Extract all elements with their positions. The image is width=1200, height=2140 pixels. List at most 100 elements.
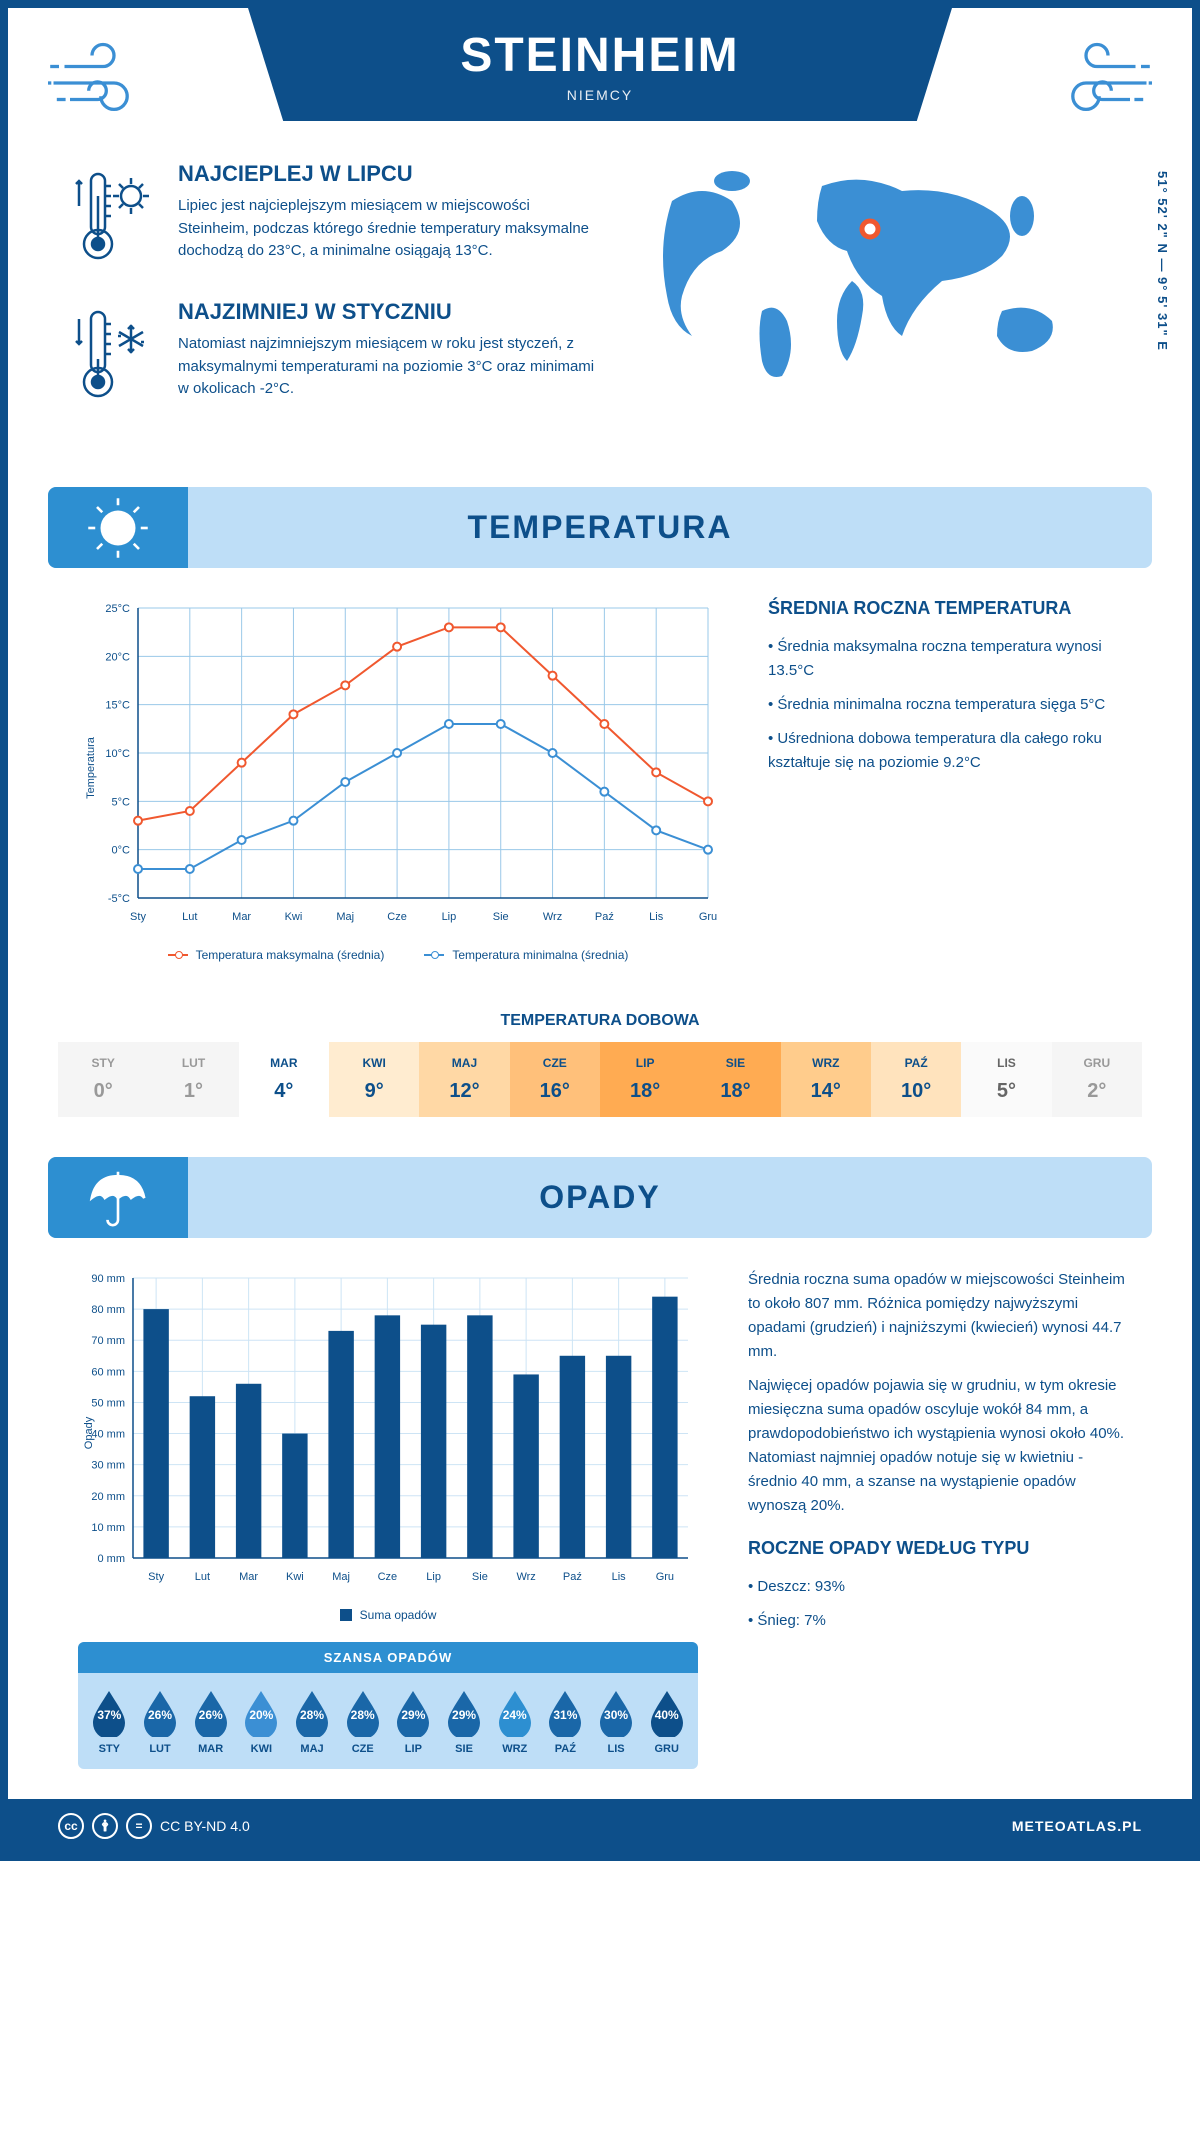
svg-text:Lut: Lut <box>195 1571 210 1583</box>
precip-chart-col: 0 mm10 mm20 mm30 mm40 mm50 mm60 mm70 mm8… <box>78 1268 698 1769</box>
svg-text:25°C: 25°C <box>105 603 130 615</box>
svg-text:50 mm: 50 mm <box>91 1397 125 1409</box>
precip-chance-row: 37%STY26%LUT26%MAR20%KWI28%MAJ28%CZE29%L… <box>78 1673 698 1755</box>
svg-text:Lip: Lip <box>442 911 457 923</box>
svg-text:5°C: 5°C <box>112 796 131 808</box>
svg-text:Kwi: Kwi <box>285 911 303 923</box>
daily-temp-cell: SIE18° <box>690 1042 780 1117</box>
precip-type-1: Deszcz: 93% <box>748 1575 1128 1599</box>
thermometer-snow-icon <box>68 299 158 409</box>
svg-text:20 mm: 20 mm <box>91 1491 125 1503</box>
footer: cc 🛉 = CC BY-ND 4.0 METEOATLAS.PL <box>8 1799 1192 1853</box>
temperature-legend: Temperatura maksymalna (średnia)Temperat… <box>78 948 718 962</box>
precip-chance-title: SZANSA OPADÓW <box>78 1642 698 1673</box>
daily-temp-cell: MAJ12° <box>419 1042 509 1117</box>
svg-text:70 mm: 70 mm <box>91 1335 125 1347</box>
fact-cold-text: Natomiast najzimniejszym miesiącem w rok… <box>178 333 598 401</box>
svg-text:Paź: Paź <box>595 911 614 923</box>
svg-text:Maj: Maj <box>336 911 354 923</box>
svg-text:Sty: Sty <box>148 1571 164 1583</box>
umbrella-icon <box>48 1157 188 1238</box>
temperature-section: -5°C0°C5°C10°C15°C20°C25°CStyLutMarKwiMa… <box>8 598 1192 992</box>
precip-chance-panel: SZANSA OPADÓW 37%STY26%LUT26%MAR20%KWI28… <box>78 1642 698 1769</box>
precip-chance-item: 40%GRU <box>643 1687 690 1755</box>
svg-text:20°C: 20°C <box>105 651 130 663</box>
legend-swatch <box>340 1609 352 1621</box>
precip-chance-item: 26%MAR <box>187 1687 234 1755</box>
svg-text:15°C: 15°C <box>105 700 130 712</box>
svg-text:Lis: Lis <box>612 1571 627 1583</box>
svg-text:10 mm: 10 mm <box>91 1522 125 1534</box>
svg-text:Gru: Gru <box>656 1571 674 1583</box>
precip-chance-item: 26%LUT <box>137 1687 184 1755</box>
coordinates: 51° 52' 2" N — 9° 5' 31" E <box>1155 171 1170 351</box>
svg-text:0 mm: 0 mm <box>98 1553 126 1565</box>
page: STEINHEIM NIEMCY NAJCIEPLEJ W LIPCU Lipi… <box>0 0 1200 1861</box>
svg-text:Paź: Paź <box>563 1571 582 1583</box>
svg-text:Maj: Maj <box>332 1571 350 1583</box>
temp-chart-col: -5°C0°C5°C10°C15°C20°C25°CStyLutMarKwiMa… <box>78 598 718 962</box>
precip-chance-item: 28%MAJ <box>289 1687 336 1755</box>
wind-icon <box>1042 38 1152 142</box>
svg-text:0°C: 0°C <box>112 845 131 857</box>
precip-chance-item: 29%LIP <box>390 1687 437 1755</box>
svg-text:90 mm: 90 mm <box>91 1273 125 1285</box>
temp-summary: ŚREDNIA ROCZNA TEMPERATURA Średnia maksy… <box>768 598 1148 962</box>
sun-icon <box>48 487 188 568</box>
intro-section: NAJCIEPLEJ W LIPCU Lipiec jest najcieple… <box>8 151 1192 467</box>
precip-chance-item: 37%STY <box>86 1687 133 1755</box>
temperature-title: TEMPERATURA <box>48 509 1152 546</box>
temperature-line-chart: -5°C0°C5°C10°C15°C20°C25°CStyLutMarKwiMa… <box>78 598 718 938</box>
thermometer-sun-icon <box>68 161 158 271</box>
precip-p2: Najwięcej opadów pojawia się w grudniu, … <box>748 1374 1128 1518</box>
precip-chance-item: 30%LIS <box>593 1687 640 1755</box>
wind-icon <box>48 38 158 142</box>
site-name: METEOATLAS.PL <box>1012 1818 1142 1834</box>
daily-temp-cell: KWI9° <box>329 1042 419 1117</box>
fact-hot-text: Lipiec jest najcieplejszym miesiącem w m… <box>178 195 598 263</box>
daily-temp-cell: LIP18° <box>600 1042 690 1117</box>
svg-text:Lut: Lut <box>182 911 197 923</box>
svg-text:Cze: Cze <box>378 1571 398 1583</box>
svg-text:10°C: 10°C <box>105 748 130 760</box>
temperature-banner: TEMPERATURA <box>48 487 1152 568</box>
svg-text:80 mm: 80 mm <box>91 1304 125 1316</box>
daily-temp-cell: PAŹ10° <box>871 1042 961 1117</box>
svg-text:Wrz: Wrz <box>516 1571 535 1583</box>
header-wrap: STEINHEIM NIEMCY <box>8 8 1192 121</box>
country-label: NIEMCY <box>248 87 952 103</box>
precip-chance-item: 28%CZE <box>339 1687 386 1755</box>
precip-chance-item: 24%WRZ <box>491 1687 538 1755</box>
svg-text:Sty: Sty <box>130 911 146 923</box>
precip-legend-label: Suma opadów <box>360 1608 437 1622</box>
precipitation-bar-chart: 0 mm10 mm20 mm30 mm40 mm50 mm60 mm70 mm8… <box>78 1268 698 1598</box>
world-map <box>652 161 1082 391</box>
fact-hot-title: NAJCIEPLEJ W LIPCU <box>178 161 598 187</box>
map-column: 51° 52' 2" N — 9° 5' 31" E <box>652 161 1132 437</box>
daily-temp-cell: MAR4° <box>239 1042 329 1117</box>
svg-text:Cze: Cze <box>387 911 407 923</box>
svg-text:Wrz: Wrz <box>543 911 562 923</box>
precip-legend: Suma opadów <box>78 1608 698 1622</box>
temp-bullet-3: Uśredniona dobowa temperatura dla całego… <box>768 727 1148 775</box>
fact-cold: NAJZIMNIEJ W STYCZNIU Natomiast najzimni… <box>68 299 612 409</box>
precip-summary: Średnia roczna suma opadów w miejscowośc… <box>748 1268 1128 1769</box>
precip-chance-item: 29%SIE <box>441 1687 488 1755</box>
svg-text:Kwi: Kwi <box>286 1571 304 1583</box>
daily-temp-title: TEMPERATURA DOBOWA <box>8 1012 1192 1030</box>
daily-temp-table: STY0°LUT1°MAR4°KWI9°MAJ12°CZE16°LIP18°SI… <box>58 1042 1142 1117</box>
daily-temp-cell: STY0° <box>58 1042 148 1117</box>
fact-cold-body: NAJZIMNIEJ W STYCZNIU Natomiast najzimni… <box>178 299 598 409</box>
temp-bullet-1: Średnia maksymalna roczna temperatura wy… <box>768 635 1148 683</box>
daily-temp-cell: LIS5° <box>961 1042 1051 1117</box>
by-icon: 🛉 <box>92 1813 118 1839</box>
daily-temp-cell: CZE16° <box>510 1042 600 1117</box>
temp-summary-title: ŚREDNIA ROCZNA TEMPERATURA <box>768 598 1148 619</box>
cc-icon: cc <box>58 1813 84 1839</box>
svg-text:30 mm: 30 mm <box>91 1460 125 1472</box>
precip-section: 0 mm10 mm20 mm30 mm40 mm50 mm60 mm70 mm8… <box>8 1268 1192 1799</box>
svg-text:Temperatura: Temperatura <box>85 736 97 799</box>
license-block: cc 🛉 = CC BY-ND 4.0 <box>58 1813 250 1839</box>
svg-text:Gru: Gru <box>699 911 717 923</box>
svg-text:Opady: Opady <box>83 1416 95 1449</box>
